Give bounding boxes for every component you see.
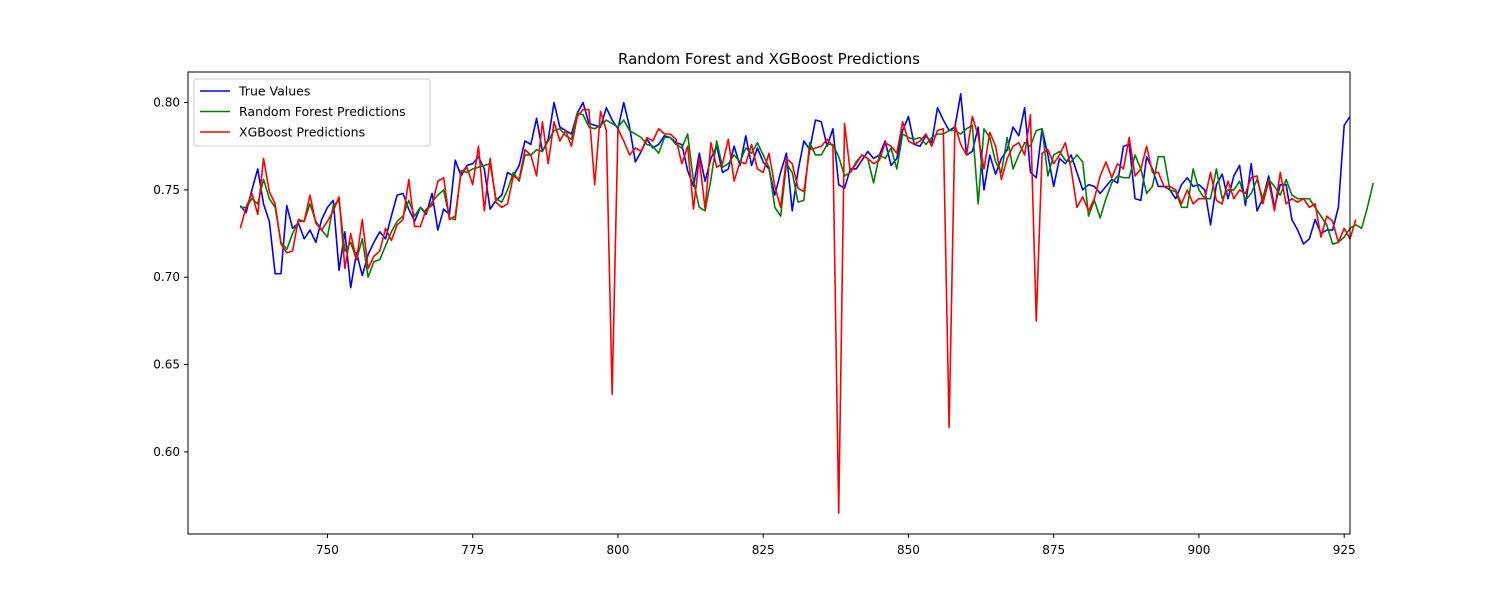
x-tick-label: 825 — [752, 543, 775, 557]
y-tick-label: 0.75 — [153, 183, 180, 197]
y-tick-label: 0.65 — [153, 358, 180, 372]
x-tick-label: 750 — [316, 543, 339, 557]
x-tick-label: 800 — [606, 543, 629, 557]
axis-ticks: 750 775 800 825 850 875 900 925 0.60 0.65 0.70 0.75… — [153, 96, 1355, 557]
x-tick-label: 875 — [1042, 543, 1065, 557]
legend: True Values Random Forest Predictions XGBo… — [193, 78, 431, 147]
series-line-2 — [239, 108, 1357, 514]
legend-label: True Values — [238, 84, 310, 99]
y-tick-label: 0.70 — [153, 270, 180, 284]
legend-label: Random Forest Predictions — [239, 104, 406, 119]
plot-area-frame — [187, 71, 1351, 535]
y-tick-label: 0.60 — [153, 445, 180, 459]
legend-box — [193, 78, 431, 147]
chart-title: Random Forest and XGBoost Predictions — [618, 50, 920, 68]
legend-label: XGBoost Predictions — [239, 125, 365, 140]
x-tick-label: 925 — [1333, 543, 1356, 557]
x-tick-label: 850 — [897, 543, 920, 557]
y-tick-label: 0.80 — [153, 96, 180, 110]
x-tick-label: 900 — [1187, 543, 1210, 557]
x-tick-label: 775 — [461, 543, 484, 557]
legend-entries: True Values Random Forest Predictions XGBo… — [200, 84, 406, 140]
series-lines — [239, 93, 1375, 514]
